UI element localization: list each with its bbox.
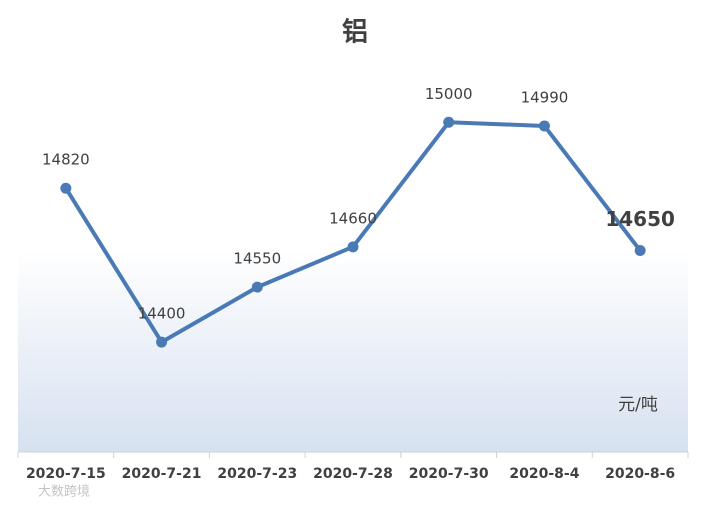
x-tick-label: 2020-7-15 (26, 466, 106, 482)
data-label: 14990 (521, 88, 569, 106)
data-point (60, 182, 72, 194)
x-tick-label: 2020-7-21 (122, 466, 202, 482)
data-point (634, 245, 646, 257)
watermark: 大数跨境 (38, 485, 90, 500)
data-label: 14400 (138, 305, 186, 323)
data-label: 14650 (605, 207, 675, 231)
data-label: 14660 (329, 209, 377, 227)
chart-title: 铝 (342, 18, 368, 48)
x-tick-label: 2020-8-6 (605, 466, 675, 482)
data-point (156, 336, 168, 348)
data-point (347, 241, 359, 253)
data-label: 14550 (233, 250, 281, 268)
data-point (251, 281, 263, 293)
data-label: 15000 (425, 85, 473, 103)
x-tick-label: 2020-7-28 (313, 466, 393, 482)
data-label: 14820 (42, 151, 90, 169)
data-point (443, 116, 455, 128)
unit-label: 元/吨 (618, 395, 658, 415)
x-tick-label: 2020-7-23 (217, 466, 297, 482)
plot-background (18, 250, 688, 452)
x-tick-label: 2020-7-30 (409, 466, 489, 482)
data-point (538, 120, 550, 132)
x-tick-label: 2020-8-4 (509, 466, 579, 482)
